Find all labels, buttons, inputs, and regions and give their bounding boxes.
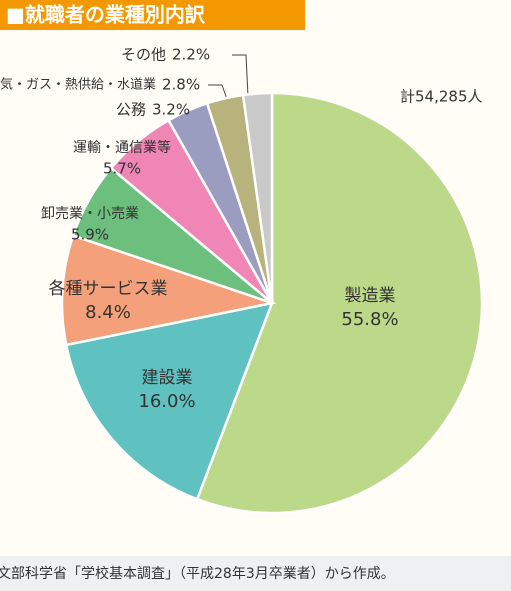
value-label: 8.4% — [85, 302, 131, 323]
value-label: 2.8% — [162, 76, 200, 94]
pie-slice — [64, 301, 274, 501]
slice-label: 製造業 — [345, 286, 396, 306]
value-label: 3.2% — [152, 101, 190, 119]
source-bar — [0, 556, 511, 591]
value-label: 55.8% — [341, 309, 398, 330]
value-label: 2.2% — [172, 46, 210, 64]
pie-slice — [60, 234, 277, 347]
slice-label: 建設業 — [142, 368, 193, 388]
slice-label: 電気・ガス・熱供給・水道業 — [0, 77, 156, 93]
total-label: 計54,285人 — [400, 88, 483, 106]
pie-slice — [195, 91, 484, 515]
slice-label: 各種サービス業 — [49, 279, 168, 299]
value-label: 5.9% — [71, 226, 109, 244]
leader-line — [208, 84, 229, 103]
value-label: 5.7% — [103, 160, 141, 178]
slice-label: 運輸・通信業等 — [73, 139, 171, 156]
leader-line — [232, 54, 249, 97]
title-bar — [0, 0, 305, 30]
slice-label: 卸売業・小売業 — [41, 206, 139, 222]
pie-slice — [241, 91, 274, 304]
chart-title: ■就職者の業種別内訳 — [6, 3, 206, 27]
slice-label: 公務 — [116, 101, 146, 119]
source: 文部科学省「学校基本調査」（平成28年3月卒業者）から作成。 — [0, 565, 395, 582]
slice-label: その他 — [121, 46, 166, 64]
value-label: 16.0% — [138, 391, 195, 412]
